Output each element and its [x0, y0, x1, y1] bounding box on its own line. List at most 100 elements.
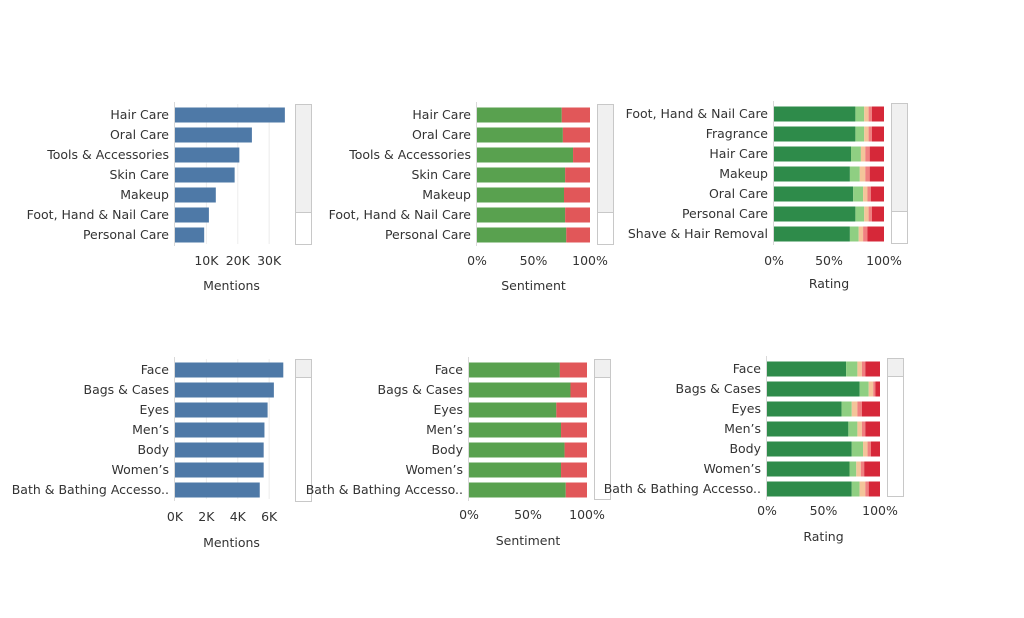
bar-segment[interactable] — [469, 402, 557, 418]
bar-segment[interactable] — [846, 361, 858, 377]
scrollbar-track[interactable] — [594, 359, 611, 500]
bar-segment[interactable] — [477, 147, 574, 163]
bar-segment[interactable] — [865, 481, 869, 497]
bar-segment[interactable] — [469, 362, 560, 378]
bar-segment[interactable] — [566, 227, 590, 243]
bar-segment[interactable] — [570, 382, 587, 398]
bar-segment[interactable] — [477, 187, 565, 203]
scrollbar-thumb[interactable] — [295, 104, 312, 213]
bar-segment[interactable] — [767, 481, 852, 497]
bar-segment[interactable] — [848, 421, 858, 437]
bar-segment[interactable] — [867, 441, 871, 457]
bar-segment[interactable] — [559, 362, 587, 378]
bar-segment[interactable] — [767, 441, 852, 457]
bar-segment[interactable] — [860, 461, 865, 477]
bar-segment[interactable] — [871, 206, 884, 222]
bar-segment[interactable] — [565, 482, 587, 498]
bar-segment[interactable] — [851, 401, 858, 417]
bar-segment[interactable] — [469, 442, 565, 458]
bar-segment[interactable] — [565, 167, 590, 183]
bar-segment[interactable] — [869, 146, 884, 162]
bar-segment[interactable] — [868, 106, 872, 122]
bar-segment[interactable] — [767, 421, 849, 437]
bar-segment[interactable] — [556, 402, 587, 418]
bar-segment[interactable] — [857, 361, 862, 377]
bar-segment[interactable] — [469, 382, 571, 398]
bar-segment[interactable] — [561, 462, 587, 478]
bar-segment[interactable] — [868, 381, 874, 397]
bar-segment[interactable] — [849, 226, 859, 242]
bar-segment[interactable] — [870, 186, 884, 202]
bar[interactable] — [175, 227, 205, 243]
bar-segment[interactable] — [859, 481, 866, 497]
bar-segment[interactable] — [767, 461, 850, 477]
bar-segment[interactable] — [565, 207, 590, 223]
bar-segment[interactable] — [767, 381, 860, 397]
bar-segment[interactable] — [856, 461, 861, 477]
bar-segment[interactable] — [863, 226, 868, 242]
bar-segment[interactable] — [561, 107, 590, 123]
bar-segment[interactable] — [767, 401, 842, 417]
scrollbar-thumb[interactable] — [887, 358, 904, 377]
bar-segment[interactable] — [864, 461, 880, 477]
bar-segment[interactable] — [851, 481, 860, 497]
bar-segment[interactable] — [864, 126, 869, 142]
bar-segment[interactable] — [875, 381, 880, 397]
bar-segment[interactable] — [774, 226, 850, 242]
bar-segment[interactable] — [871, 106, 884, 122]
bar-segment[interactable] — [861, 361, 866, 377]
bar-segment[interactable] — [863, 441, 868, 457]
bar-segment[interactable] — [774, 206, 856, 222]
bar-segment[interactable] — [857, 401, 862, 417]
bar-segment[interactable] — [863, 186, 868, 202]
scrollbar-track[interactable] — [887, 358, 904, 497]
bar[interactable] — [175, 207, 209, 223]
bar-segment[interactable] — [469, 422, 562, 438]
bar-segment[interactable] — [849, 166, 860, 182]
bar[interactable] — [175, 127, 252, 143]
scrollbar-track[interactable] — [295, 359, 312, 502]
scrollbar-thumb[interactable] — [295, 359, 312, 378]
bar-segment[interactable] — [855, 106, 865, 122]
bar[interactable] — [175, 167, 235, 183]
bar-segment[interactable] — [868, 481, 880, 497]
bar[interactable] — [175, 362, 284, 378]
bar-segment[interactable] — [871, 126, 884, 142]
bar-segment[interactable] — [858, 226, 864, 242]
bar-segment[interactable] — [851, 146, 861, 162]
bar-segment[interactable] — [573, 147, 590, 163]
bar-segment[interactable] — [561, 422, 587, 438]
bar-segment[interactable] — [774, 146, 851, 162]
bar-segment[interactable] — [774, 106, 856, 122]
bar-segment[interactable] — [855, 126, 865, 142]
bar-segment[interactable] — [869, 166, 884, 182]
bar-segment[interactable] — [864, 106, 869, 122]
bar[interactable] — [175, 442, 264, 458]
bar-segment[interactable] — [861, 421, 866, 437]
bar[interactable] — [175, 382, 274, 398]
bar-segment[interactable] — [855, 206, 865, 222]
bar-segment[interactable] — [853, 186, 864, 202]
bar[interactable] — [175, 422, 265, 438]
bar-segment[interactable] — [859, 381, 869, 397]
bar-segment[interactable] — [849, 461, 857, 477]
bar-segment[interactable] — [477, 127, 563, 143]
bar-segment[interactable] — [865, 361, 880, 377]
bar-segment[interactable] — [864, 206, 869, 222]
bar-segment[interactable] — [865, 166, 870, 182]
bar-segment[interactable] — [774, 126, 856, 142]
bar-segment[interactable] — [857, 421, 862, 437]
bar-segment[interactable] — [873, 381, 876, 397]
bar[interactable] — [175, 462, 264, 478]
bar-segment[interactable] — [867, 186, 871, 202]
bar-segment[interactable] — [870, 441, 880, 457]
bar-segment[interactable] — [469, 462, 562, 478]
bar-segment[interactable] — [564, 442, 587, 458]
bar-segment[interactable] — [860, 146, 866, 162]
scrollbar-thumb[interactable] — [891, 103, 908, 212]
bar-segment[interactable] — [477, 227, 567, 243]
bar-segment[interactable] — [477, 167, 566, 183]
bar-segment[interactable] — [774, 166, 850, 182]
bar-segment[interactable] — [861, 401, 880, 417]
bar-segment[interactable] — [767, 361, 847, 377]
